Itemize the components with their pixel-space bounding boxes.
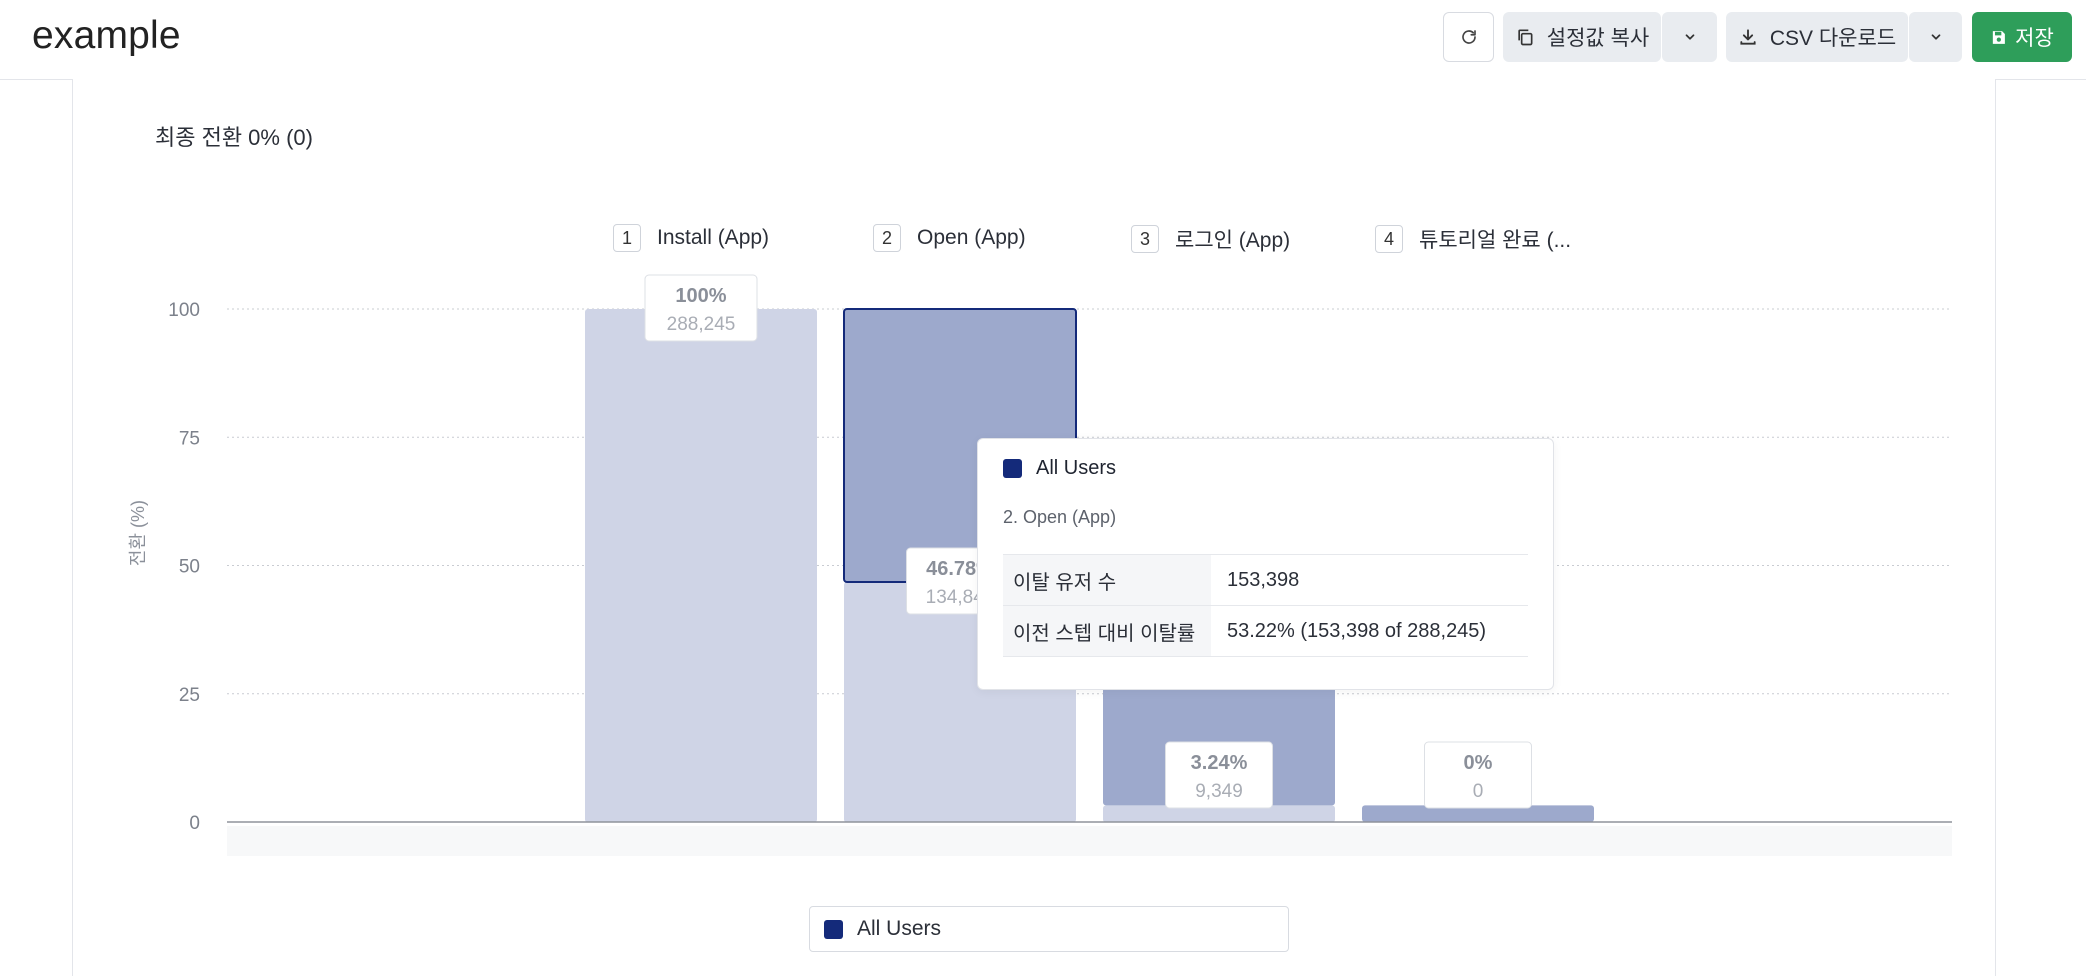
- tooltip-row-label: 이전 스텝 대비 이탈률: [1003, 605, 1211, 657]
- copy-settings-dropdown-button[interactable]: [1662, 12, 1717, 62]
- step-label-2: 2 Open (App): [873, 224, 1026, 252]
- step-name: 튜토리얼 완료 (...: [1419, 229, 1572, 252]
- step-number: 4: [1375, 225, 1403, 253]
- chevron-down-icon: [1685, 34, 1694, 40]
- final-conversion-summary: 최종 전환 0% (0): [155, 125, 313, 150]
- table-row: 이탈 유저 수 153,398: [1003, 554, 1528, 606]
- save-icon: [1993, 30, 2006, 44]
- save-button[interactable]: 저장: [1972, 12, 2072, 62]
- step-name: Install (App): [657, 226, 770, 249]
- tooltip-series: All Users: [1003, 457, 1116, 480]
- copy-settings-label: 설정값 복사: [1546, 27, 1650, 50]
- y-axis-label: 전환 (%): [128, 499, 149, 567]
- tooltip-table: 이탈 유저 수 153,398 이전 스텝 대비 이탈률 53.22% (153…: [1003, 554, 1528, 657]
- tooltip-row-label: 이탈 유저 수: [1003, 554, 1211, 606]
- page-title: example: [32, 14, 181, 57]
- step-label-3: 3 로그인 (App): [1131, 224, 1290, 254]
- chart-tooltip: All Users 2. Open (App) 이탈 유저 수 153,398 …: [977, 438, 1554, 690]
- step-number: 2: [873, 224, 901, 252]
- tooltip-step-title: 2. Open (App): [1003, 507, 1117, 527]
- copy-icon: [1518, 29, 1533, 46]
- csv-download-button[interactable]: CSV 다운로드: [1726, 12, 1908, 62]
- step-name: Open (App): [917, 226, 1026, 249]
- tooltip-row-value: 153,398: [1211, 554, 1528, 606]
- divider: [1661, 12, 1662, 62]
- save-label: 저장: [2015, 27, 2054, 50]
- copy-settings-button[interactable]: 설정값 복사: [1503, 12, 1661, 62]
- step-label-4: 4 튜토리얼 완료 (...: [1375, 224, 1571, 254]
- step-label-1: 1 Install (App): [613, 224, 769, 252]
- chevron-down-icon: [1931, 34, 1940, 40]
- top-header: example 설정값 복사 CSV 다운로드: [0, 0, 2086, 80]
- step-number: 3: [1131, 225, 1159, 253]
- legend-series-name: All Users: [857, 917, 942, 940]
- csv-download-label: CSV 다운로드: [1769, 27, 1897, 50]
- download-icon: [1740, 29, 1756, 45]
- divider: [1908, 12, 1909, 62]
- step-name: 로그인 (App): [1175, 229, 1291, 252]
- csv-download-dropdown-button[interactable]: [1909, 12, 1962, 62]
- tooltip-series-name: All Users: [1036, 457, 1117, 479]
- series-swatch: [1003, 459, 1022, 478]
- table-row: 이전 스텝 대비 이탈률 53.22% (153,398 of 288,245): [1003, 605, 1528, 657]
- step-number: 1: [613, 224, 641, 252]
- chart-legend[interactable]: All Users: [809, 906, 1289, 952]
- tooltip-row-value: 53.22% (153,398 of 288,245): [1211, 605, 1528, 657]
- legend-swatch: [824, 919, 843, 939]
- refresh-icon: [1461, 30, 1476, 44]
- refresh-button[interactable]: [1443, 12, 1494, 62]
